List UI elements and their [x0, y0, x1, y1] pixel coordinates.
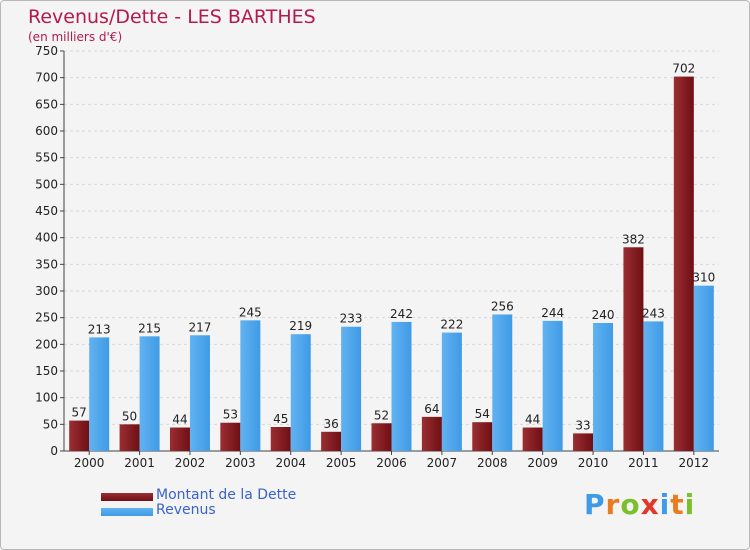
data-label-revenue: 217	[189, 320, 212, 334]
y-tick-label: 150	[35, 364, 58, 378]
data-label-revenue: 245	[239, 305, 262, 319]
bar-debt	[421, 416, 442, 451]
data-label-revenue: 310	[692, 271, 715, 285]
x-tick-label: 2008	[477, 456, 508, 470]
y-tick-label: 700	[35, 71, 58, 85]
x-tick-label: 2001	[124, 456, 155, 470]
logo-letter: x	[640, 488, 660, 521]
x-tick-label: 2011	[628, 456, 659, 470]
data-label-revenue: 213	[88, 322, 111, 336]
y-tick-label: 550	[35, 151, 58, 165]
bar-debt	[69, 420, 90, 451]
data-label-debt: 54	[475, 407, 490, 421]
bar-debt	[623, 247, 644, 451]
data-label-revenue: 219	[289, 319, 312, 333]
y-tick-label: 300	[35, 284, 58, 298]
bar-debt	[673, 76, 694, 451]
y-tick-label: 0	[50, 444, 58, 458]
y-tick-label: 200	[35, 337, 58, 351]
proxiti-logo: Proxiti	[584, 488, 695, 521]
data-label-debt: 702	[672, 62, 695, 76]
data-label-revenue: 222	[440, 318, 463, 332]
data-label-debt: 50	[122, 409, 137, 423]
bar-revenue	[89, 337, 110, 451]
bar-revenue	[542, 320, 563, 451]
bar-revenue	[593, 323, 614, 451]
x-tick-label: 2012	[679, 456, 710, 470]
data-label-revenue: 240	[592, 308, 615, 322]
bar-revenue	[139, 336, 160, 451]
bar-revenue	[643, 321, 664, 451]
y-tick-label: 400	[35, 231, 58, 245]
logo-letter: i	[659, 488, 671, 521]
bar-revenue	[492, 314, 513, 451]
bar-debt	[119, 424, 140, 451]
bar-debt	[321, 431, 342, 451]
bar-revenue	[290, 334, 311, 451]
legend-label-debt: Montant de la Dette	[156, 487, 297, 503]
x-tick-label: 2009	[527, 456, 558, 470]
data-label-revenue: 242	[390, 307, 413, 321]
bar-revenue	[441, 332, 462, 451]
x-tick-label: 2004	[275, 456, 306, 470]
logo-letter: i	[684, 488, 696, 521]
x-tick-label: 2002	[175, 456, 206, 470]
bar-revenue	[391, 321, 412, 451]
logo-letter: P	[584, 488, 606, 521]
bar-debt	[371, 423, 392, 451]
bar-revenue	[341, 326, 362, 451]
chart-title: Revenus/Dette - LES BARTHES	[28, 6, 316, 28]
y-tick-label: 500	[35, 177, 58, 191]
data-label-revenue: 243	[642, 306, 665, 320]
x-tick-label: 2007	[427, 456, 458, 470]
legend-swatch-debt	[101, 493, 153, 501]
data-label-debt: 44	[525, 413, 540, 427]
logo-letter: o	[620, 488, 641, 521]
logo-letter: t	[670, 488, 685, 521]
x-tick-label: 2006	[376, 456, 407, 470]
y-tick-label: 350	[35, 257, 58, 271]
bar-revenue	[693, 285, 714, 451]
x-tick-label: 2003	[225, 456, 256, 470]
data-label-revenue: 215	[138, 321, 161, 335]
data-label-debt: 33	[575, 418, 590, 432]
data-label-revenue: 256	[491, 299, 514, 313]
y-tick-label: 250	[35, 311, 58, 325]
data-label-debt: 52	[374, 408, 389, 422]
bar-debt	[472, 422, 493, 451]
data-label-debt: 44	[172, 413, 187, 427]
logo-letter: r	[605, 488, 621, 521]
data-label-debt: 64	[424, 402, 439, 416]
bar-debt	[169, 427, 190, 451]
data-label-debt: 57	[72, 406, 87, 420]
chart-subtitle: (en milliers d'€)	[28, 30, 123, 44]
data-label-revenue: 233	[340, 312, 363, 326]
bar-revenue	[189, 335, 210, 451]
y-tick-label: 600	[35, 124, 58, 138]
legend-swatch-revenue	[101, 508, 153, 516]
y-tick-label: 750	[35, 44, 58, 58]
legend-label-revenue: Revenus	[156, 502, 216, 518]
data-label-debt: 36	[323, 417, 338, 431]
x-tick-label: 2005	[326, 456, 357, 470]
data-label-debt: 53	[223, 408, 238, 422]
x-tick-label: 2010	[578, 456, 609, 470]
y-tick-label: 100	[35, 391, 58, 405]
bar-debt	[270, 427, 291, 451]
y-tick-label: 50	[43, 417, 58, 431]
bar-debt	[220, 422, 241, 451]
data-label-debt: 45	[273, 412, 288, 426]
y-tick-label: 650	[35, 97, 58, 111]
data-label-revenue: 244	[541, 306, 564, 320]
y-tick-label: 450	[35, 204, 58, 218]
data-label-debt: 382	[622, 232, 645, 246]
bar-debt	[522, 427, 543, 451]
bar-debt	[573, 433, 594, 451]
x-tick-label: 2000	[74, 456, 105, 470]
bar-revenue	[240, 320, 261, 451]
